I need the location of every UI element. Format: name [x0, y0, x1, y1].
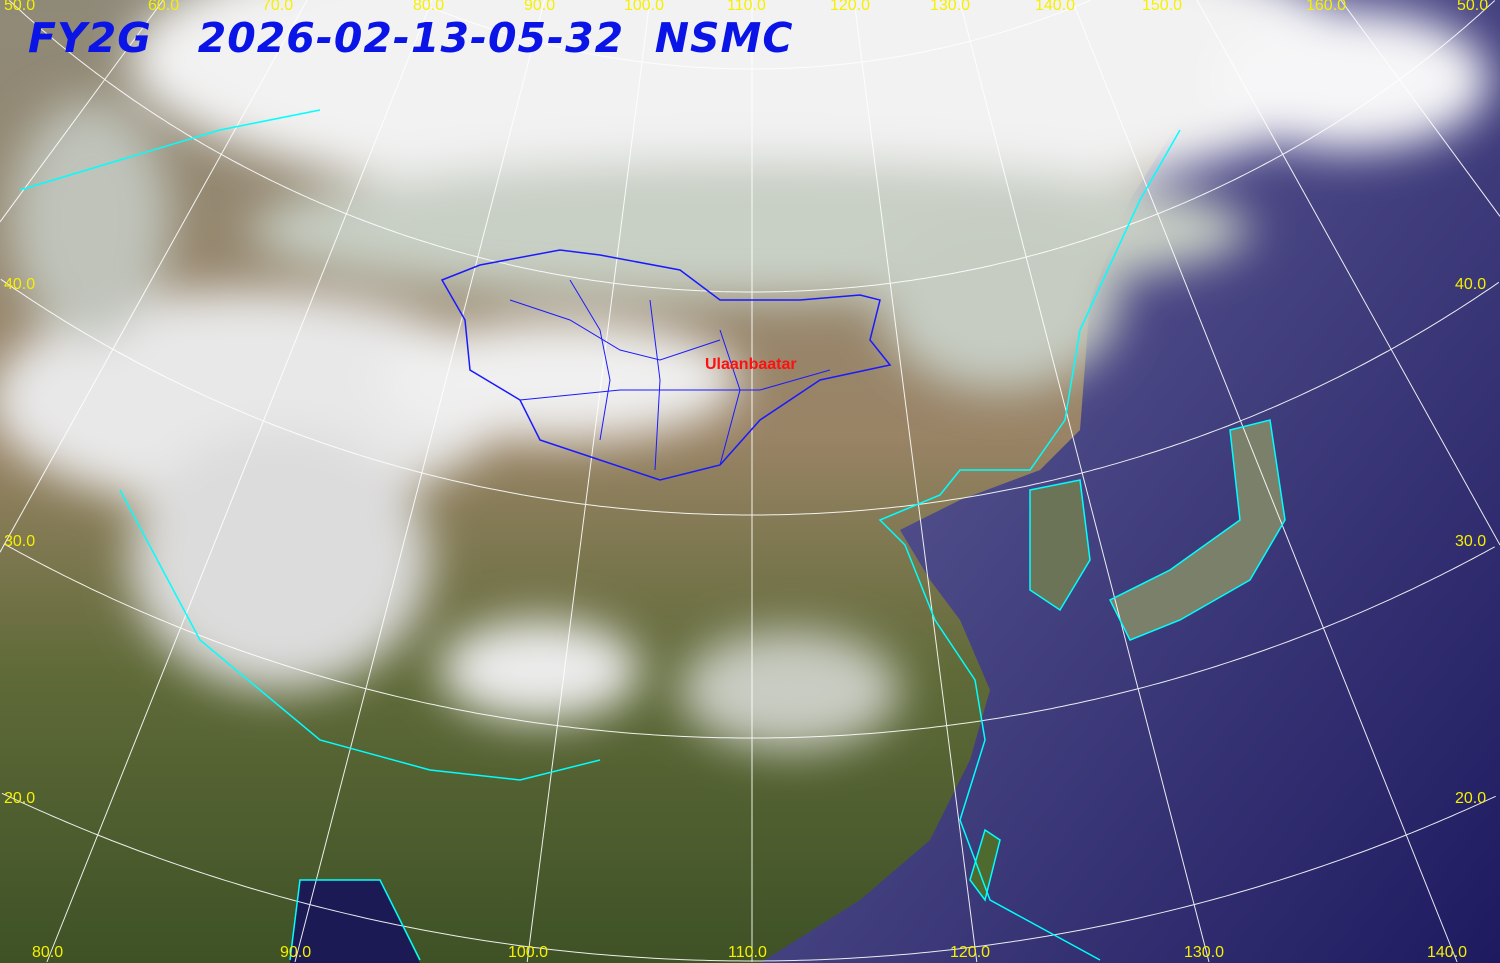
lon-label-bottom: 140.0 [1427, 944, 1468, 961]
longitude-line [46, 0, 433, 963]
mongolia-province-borders [509, 279, 831, 471]
lon-label-top: 120.0 [830, 0, 871, 14]
lon-label-bottom: 90.0 [280, 944, 312, 961]
lon-label-top: 160.0 [1306, 0, 1347, 14]
lat-label-right: 40.0 [1455, 276, 1487, 293]
timestamp: 2026-02-13-05-32 [197, 14, 625, 62]
longitude-line [526, 0, 651, 963]
lon-label-top: 60.0 [148, 0, 180, 14]
coastlines [19, 109, 1286, 961]
longitude-line [0, 0, 308, 553]
lat-label-left: 30.0 [4, 533, 36, 550]
lon-label-bottom: 110.0 [728, 944, 767, 961]
longitude-line [959, 0, 1210, 963]
lon-label-top: 80.0 [413, 0, 445, 14]
lon-label-bottom: 130.0 [1184, 944, 1225, 961]
lon-label-bottom: 100.0 [508, 944, 549, 961]
agency: NSMC [654, 14, 794, 62]
lat-label-left: 20.0 [4, 790, 36, 807]
mongolia-border [440, 249, 892, 481]
lon-label-bottom: 120.0 [950, 944, 991, 961]
lon-label-bottom: 80.0 [32, 944, 64, 961]
lon-label-top: 100.0 [624, 0, 665, 14]
lat-label-right: 20.0 [1455, 790, 1487, 807]
latitude-line [0, 278, 1500, 516]
lon-label-top: 130.0 [930, 0, 971, 14]
longitude-line [1340, 0, 1500, 217]
lon-label-top: 90.0 [524, 0, 556, 14]
lon-label-top: 50.0 [1457, 0, 1489, 14]
latitude-line [3, 543, 1495, 739]
lon-label-top: 50.0 [4, 0, 36, 14]
lon-label-top: 70.0 [262, 0, 294, 14]
ocean-south [290, 880, 420, 963]
lon-label-top: 150.0 [1142, 0, 1183, 14]
image-title: FY2G 2026-02-13-05-32 NSMC [28, 14, 793, 62]
lat-label-right: 30.0 [1455, 533, 1487, 550]
longitude-line [853, 0, 978, 963]
longitude-line [0, 0, 164, 223]
lat-label-left: 40.0 [4, 276, 36, 293]
city-label-ulaanbaatar: Ulaanbaatar [705, 356, 797, 373]
korea [1030, 480, 1090, 610]
lon-label-top: 140.0 [1035, 0, 1076, 14]
longitude-line [1196, 0, 1500, 546]
cloud-cover [0, 0, 1490, 750]
longitude-line [1071, 0, 1458, 963]
ocean [760, 0, 1500, 963]
satellite-name: FY2G [28, 14, 152, 62]
taiwan [970, 830, 1000, 900]
longitude-line [294, 0, 545, 963]
lon-label-top: 110.0 [727, 0, 766, 14]
latitude-line [1, 792, 1496, 962]
